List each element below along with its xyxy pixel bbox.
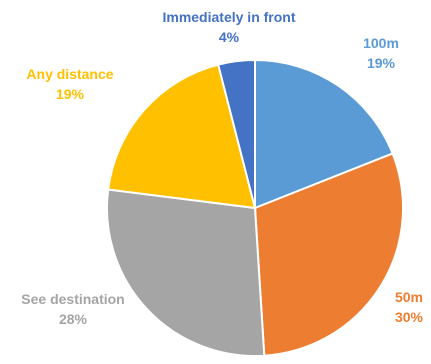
pie-slices [106,58,404,357]
slice-percent-label: 19% [56,86,85,102]
slice-label: Any distance [26,66,113,82]
slice-percent-label: 30% [395,309,424,325]
slice-label: 50m [395,289,423,305]
pie-slice-any-distance [107,63,257,210]
slice-percent-label: 19% [367,55,396,71]
pie-slice-50m [253,152,404,357]
slice-percent-label: 4% [219,29,240,45]
slice-label: Immediately in front [162,9,295,25]
slice-label: 100m [363,35,399,51]
pie-slice-immediately-in-front [216,58,256,209]
slice-label: See destination [21,291,124,307]
pie-labels: 100m 19% 50m 30% See destination 28% Any dista… [21,9,423,327]
pie-slice-100m [254,58,394,210]
slice-percent-label: 28% [59,311,88,327]
pie-slice-see-destination [106,188,266,357]
